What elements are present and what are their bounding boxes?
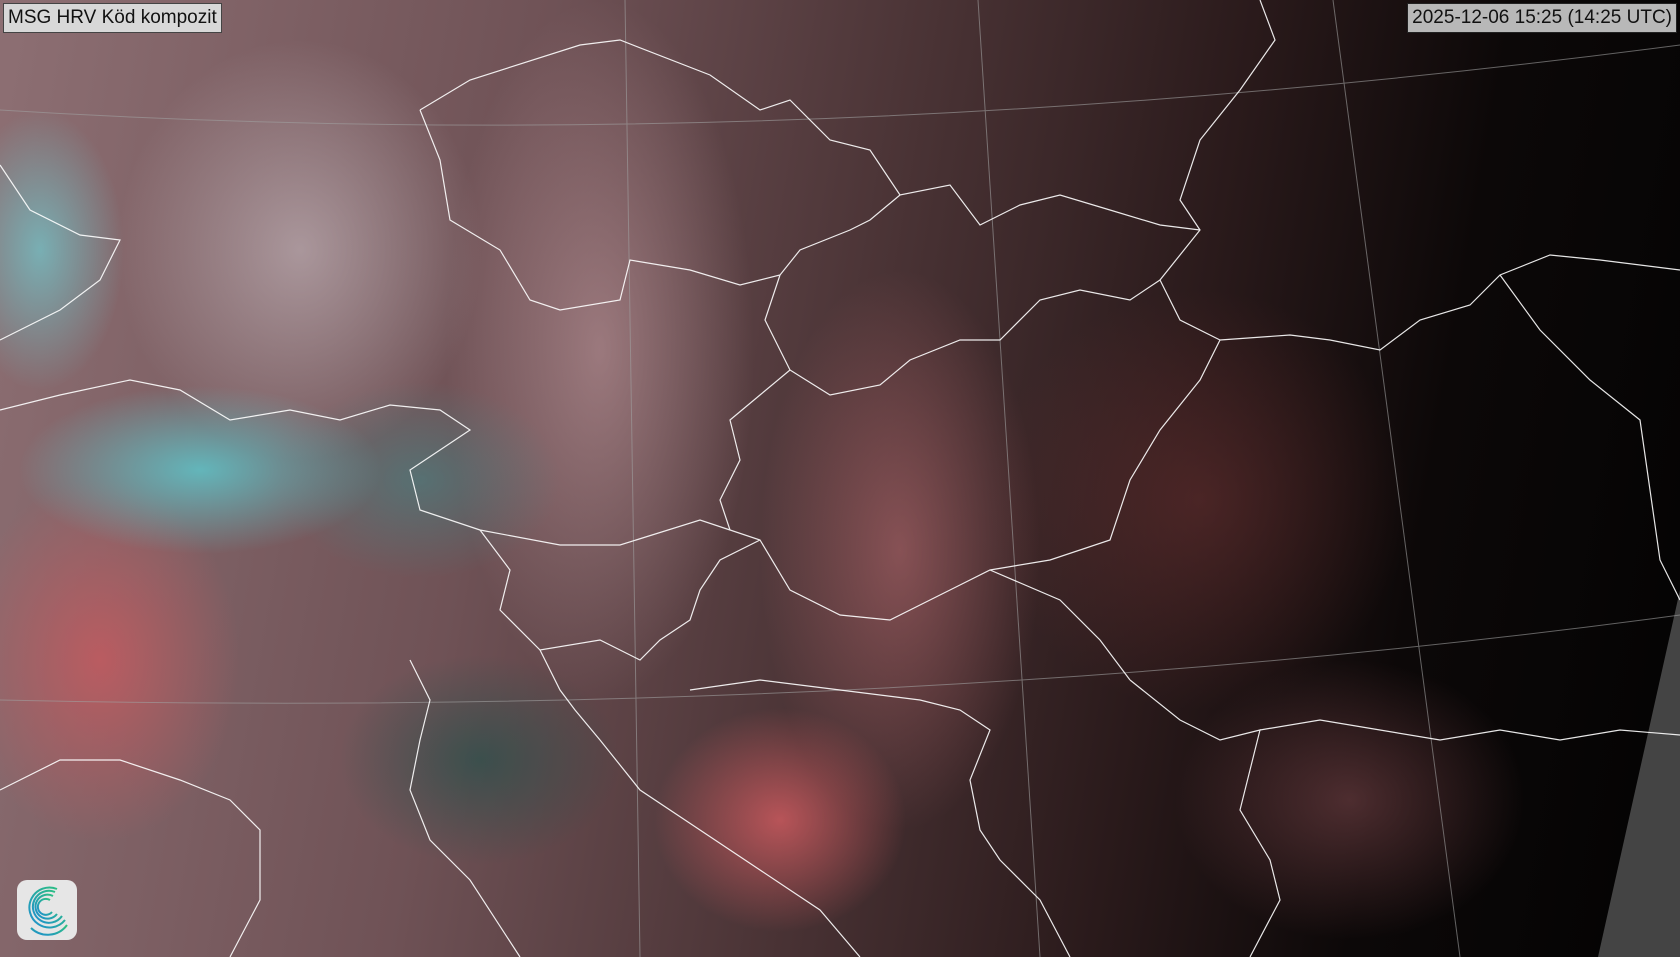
product-title: MSG HRV Köd kompozit bbox=[3, 3, 222, 33]
timestamp-label: 2025-12-06 15:25 (14:25 UTC) bbox=[1407, 3, 1677, 33]
spiral-logo-icon[interactable] bbox=[17, 880, 77, 940]
